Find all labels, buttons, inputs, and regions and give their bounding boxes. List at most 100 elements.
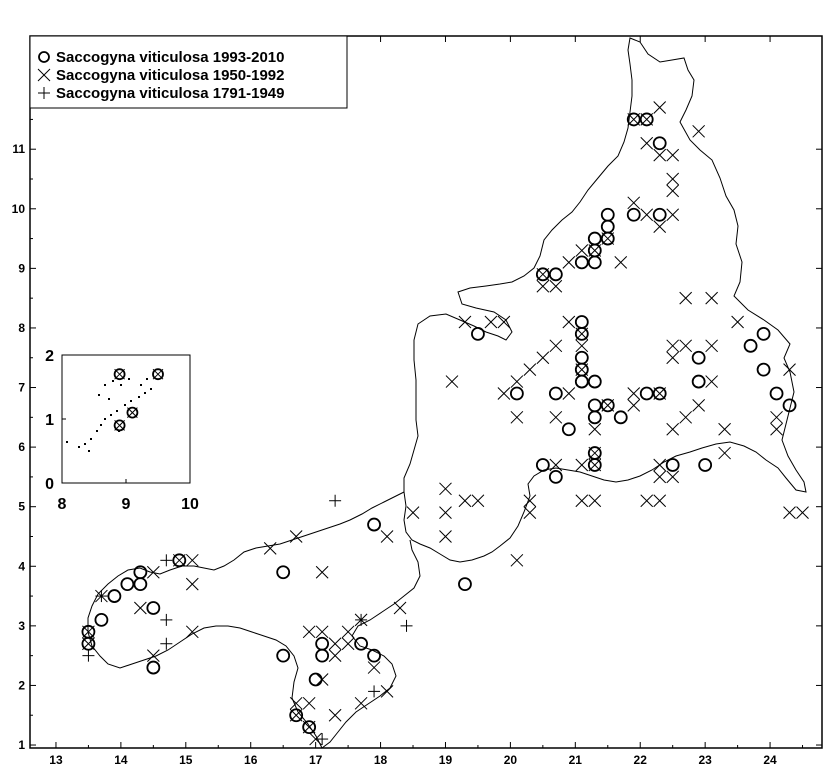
record-circle-marker xyxy=(315,648,330,663)
record-circle-marker xyxy=(652,386,667,401)
record-x-marker xyxy=(146,649,160,663)
record-circle-marker xyxy=(613,410,628,425)
record-circle-marker xyxy=(367,517,381,532)
record-circle-marker xyxy=(574,255,589,270)
coastline-outline xyxy=(403,37,807,563)
legend-plus-marker xyxy=(38,87,50,99)
record-x-marker xyxy=(614,256,628,269)
inset-x-tick-label: 9 xyxy=(122,496,131,513)
record-x-marker xyxy=(458,494,472,508)
record-plus-marker xyxy=(368,685,381,698)
x-tick-label: 22 xyxy=(634,753,648,767)
record-circle-marker xyxy=(367,648,381,663)
record-circle-marker xyxy=(471,327,485,341)
y-tick-label: 1 xyxy=(18,738,25,752)
record-circle-marker xyxy=(308,672,323,687)
record-x-marker xyxy=(653,101,667,114)
record-circle-marker xyxy=(354,636,368,651)
inset-y-tick-label: 2 xyxy=(45,348,54,365)
record-x-marker xyxy=(289,696,303,710)
record-circle-marker xyxy=(172,553,187,568)
record-x-marker xyxy=(653,470,667,484)
record-x-marker xyxy=(627,387,641,400)
record-x-marker xyxy=(666,422,680,436)
x-tick-label: 23 xyxy=(698,753,712,767)
record-x-marker xyxy=(627,399,641,412)
record-x-marker xyxy=(484,315,498,329)
record-circle-marker xyxy=(782,398,797,413)
record-circle-marker xyxy=(509,386,524,401)
record-circle-marker xyxy=(665,458,680,472)
record-x-marker xyxy=(705,375,718,388)
record-x-marker xyxy=(185,553,199,567)
record-x-marker xyxy=(549,410,563,424)
data-points xyxy=(81,101,809,746)
record-x-marker xyxy=(439,482,452,496)
record-x-marker xyxy=(562,315,576,329)
legend: Saccogyna viticulosa 1993-2010 Saccogyna… xyxy=(29,35,348,109)
record-x-marker xyxy=(458,315,472,329)
record-circle-marker xyxy=(743,338,758,353)
record-x-marker xyxy=(354,696,368,710)
record-x-marker xyxy=(731,315,744,329)
y-tick-label: 3 xyxy=(18,619,25,633)
y-tick-label: 9 xyxy=(18,261,25,275)
record-x-marker xyxy=(575,458,589,472)
record-x-marker xyxy=(692,124,706,138)
record-circle-marker xyxy=(152,368,164,381)
record-x-marker xyxy=(666,172,680,186)
legend-entry-1791-1949: Saccogyna viticulosa 1791-1949 xyxy=(56,85,284,102)
record-x-marker xyxy=(588,494,602,508)
record-x-marker xyxy=(185,625,199,639)
record-x-marker xyxy=(653,220,667,234)
record-x-marker xyxy=(302,696,316,710)
record-x-marker xyxy=(770,410,783,424)
record-x-marker xyxy=(302,625,316,639)
record-circle-marker xyxy=(535,267,550,282)
record-x-marker xyxy=(523,363,537,377)
record-x-marker xyxy=(588,422,602,436)
record-x-marker xyxy=(666,470,680,484)
record-x-marker xyxy=(380,530,394,543)
record-circle-marker xyxy=(113,419,126,432)
record-x-marker xyxy=(679,339,693,353)
record-x-marker xyxy=(309,732,322,746)
inset-coast-dots xyxy=(66,378,152,452)
y-tick-label: 6 xyxy=(18,440,25,454)
record-x-marker xyxy=(575,494,589,508)
inset-x-tick-label: 8 xyxy=(58,496,67,513)
legend-entry-1950-1992: Saccogyna viticulosa 1950-1992 xyxy=(56,67,284,84)
record-circle-marker xyxy=(587,458,602,472)
record-x-marker xyxy=(328,637,342,651)
y-tick-label: 2 xyxy=(18,678,25,692)
record-circle-marker xyxy=(626,112,641,127)
record-x-marker xyxy=(393,601,407,615)
record-circle-marker xyxy=(302,720,317,735)
inset-x-ticks: 8 9 10 xyxy=(58,479,199,513)
legend-entry-1993-2010: Saccogyna viticulosa 1993-2010 xyxy=(56,49,284,66)
record-x-marker xyxy=(315,625,329,639)
y-tick-label: 7 xyxy=(18,381,25,395)
record-circle-marker xyxy=(276,565,291,580)
y-tick-label: 5 xyxy=(18,500,25,514)
y-tick-label: 10 xyxy=(12,202,26,216)
record-x-marker xyxy=(315,565,329,579)
record-circle-marker xyxy=(276,648,291,663)
x-tick-label: 16 xyxy=(244,753,258,767)
record-circle-marker xyxy=(691,374,706,389)
record-x-marker xyxy=(575,244,589,257)
record-x-marker xyxy=(367,661,381,674)
record-circle-marker xyxy=(126,406,139,419)
record-x-marker xyxy=(536,279,550,293)
record-circle-marker xyxy=(548,386,563,401)
record-x-marker xyxy=(510,410,524,424)
record-x-marker xyxy=(523,506,537,520)
inset-map: 8 9 10 0 1 2 xyxy=(45,348,199,513)
record-circle-marker xyxy=(107,589,122,603)
inset-y-ticks: 0 1 2 xyxy=(45,348,66,493)
record-circle-marker xyxy=(133,577,148,592)
record-circle-marker xyxy=(561,422,576,437)
x-tick-label: 21 xyxy=(569,753,583,767)
record-circle-marker xyxy=(587,255,602,270)
record-circle-marker xyxy=(289,708,304,723)
